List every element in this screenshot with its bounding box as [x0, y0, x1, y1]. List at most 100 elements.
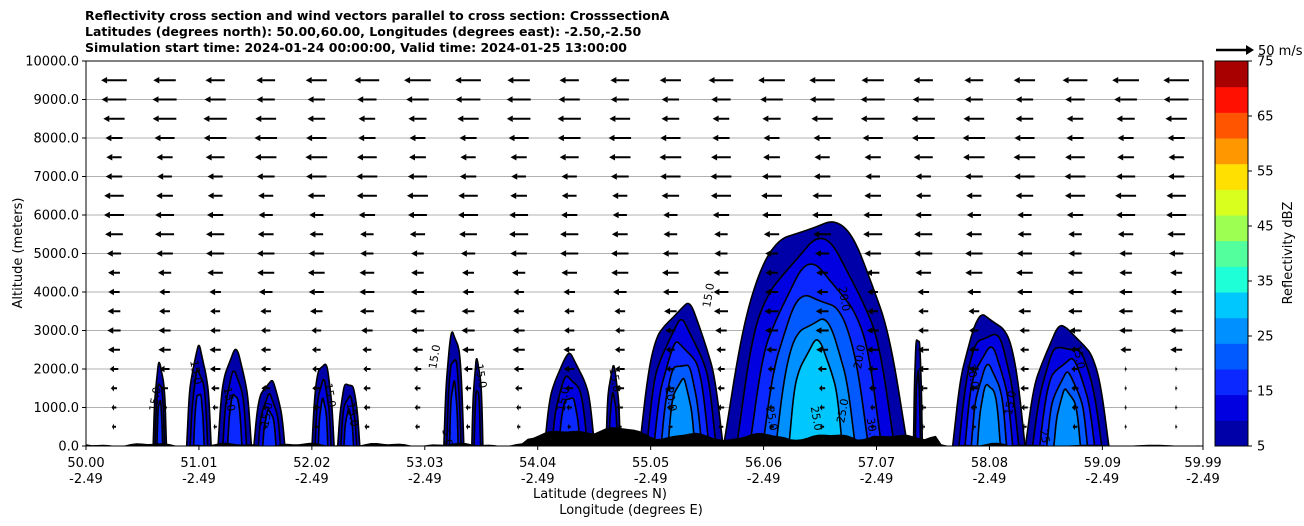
contour-label: 25.0 [1037, 428, 1054, 454]
y-tick-label: 0.0 [58, 440, 79, 455]
wind-vector [761, 173, 782, 180]
wind-vector [763, 231, 780, 238]
contour-label: 20.0 [964, 363, 981, 389]
wind-vector [206, 250, 225, 257]
wind-vector [106, 154, 122, 161]
wind-vector [919, 385, 928, 392]
wind-vector [815, 308, 829, 315]
reflectivity-cell [336, 383, 361, 446]
wind-vector [101, 96, 127, 103]
wind-vector [559, 77, 579, 84]
wind-vector [964, 96, 983, 103]
y-tick-label: 6000.0 [34, 209, 80, 224]
wind-vector [967, 288, 981, 296]
wind-vector [361, 327, 373, 334]
wind-vector [816, 269, 829, 276]
wind-vector [710, 192, 732, 199]
colorbar-segment [1215, 420, 1248, 447]
x-tick-label-lon: -2.49 [295, 472, 329, 487]
wind-vector [457, 211, 479, 219]
wind-vector [763, 154, 780, 161]
wind-vector [311, 346, 321, 353]
wind-vector [360, 231, 374, 238]
wind-vector [816, 346, 829, 353]
x-tick-label-lon: -2.49 [973, 472, 1007, 487]
wind-vector [915, 192, 931, 199]
wind-vector [106, 250, 122, 257]
wind-vector [861, 77, 884, 84]
wind-vector [1068, 250, 1082, 257]
wind-vector [1015, 115, 1034, 122]
wind-vector [561, 192, 577, 199]
contour-labels: 15.0 15.0 15.0 15.0 15.0 15.0 15.0 15.0 5.0 15.0 1… [147, 282, 1088, 454]
wind-vector [561, 211, 578, 219]
wind-vector [205, 154, 225, 161]
wind-vector [1070, 346, 1080, 353]
wind-vector [203, 115, 227, 122]
y-axis: 0.0 1000.0 2000.0 3000.0 4000.0 5000.0 6000.0 7… [25, 55, 86, 455]
wind-vector [1014, 173, 1035, 180]
wind-vector [1117, 134, 1134, 142]
contour-label: 15.0 [700, 282, 717, 308]
wind-vector [915, 269, 932, 276]
wind-vector [110, 385, 118, 392]
wind-vector [153, 77, 176, 84]
wind-vector [510, 154, 527, 161]
wind-vector [711, 96, 731, 103]
wind-vector [1015, 96, 1034, 103]
wind-vector [1020, 346, 1029, 353]
wind-vector [766, 346, 777, 353]
wind-vector [1168, 154, 1184, 161]
wind-vector [311, 327, 322, 334]
wind-vector [210, 308, 221, 315]
wind-vector [662, 250, 678, 257]
wind-vector [459, 231, 477, 238]
wind-vector [507, 77, 530, 84]
wind-vector [461, 308, 475, 315]
wind-vector [409, 231, 426, 238]
wind-vector [966, 192, 982, 199]
wind-vector [713, 288, 729, 296]
wind-vector [918, 365, 929, 373]
wind-vector [513, 365, 524, 373]
wind-vector [564, 327, 575, 334]
x-tick-label-lat: 53.03 [406, 456, 443, 471]
wind-vector [506, 115, 531, 122]
wind-vector [870, 404, 876, 411]
wind-vector [256, 77, 276, 84]
wind-vector [356, 173, 378, 180]
wind-vector [667, 404, 674, 411]
wind-vector [462, 269, 475, 276]
wind-vector [915, 211, 932, 219]
y-tick-label: 7000.0 [34, 170, 80, 185]
y-tick-label: 8000.0 [34, 132, 80, 147]
wind-vector [609, 115, 631, 122]
colorbar-tick-label: 35 [1257, 275, 1274, 290]
wind-vector [105, 231, 123, 238]
wind-vector [820, 423, 825, 430]
wind-vector [969, 385, 979, 392]
wind-vector [515, 385, 523, 392]
wind-vector [913, 77, 933, 84]
wind-vector [614, 346, 625, 353]
contour-25-dbz [976, 383, 1002, 446]
wind-vector [254, 134, 278, 142]
wind-vector [567, 423, 571, 430]
wind-vector [1119, 327, 1133, 334]
reflectivity-cell [311, 363, 335, 446]
wind-vector [560, 250, 579, 257]
colorbar-segment [1215, 215, 1248, 242]
wind-vector [1124, 385, 1127, 392]
wind-vector [309, 211, 324, 219]
wind-vector [206, 211, 224, 219]
colorbar-segment [1215, 343, 1248, 370]
contour-10-dbz [914, 369, 922, 446]
colorbar-segment [1215, 317, 1248, 344]
wind-vector [617, 423, 622, 430]
chart-title-line-1: Reflectivity cross section and wind vect… [85, 8, 670, 23]
wind-vector [414, 385, 421, 392]
reflectivity-cell [443, 331, 465, 446]
wind-vector [109, 365, 119, 373]
wind-vector [204, 96, 226, 103]
wind-vector [1016, 288, 1032, 296]
